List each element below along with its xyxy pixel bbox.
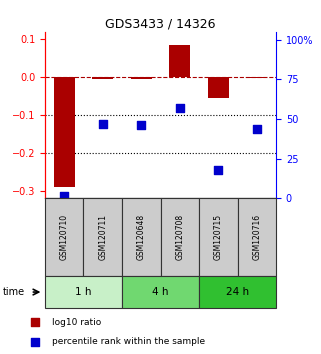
Bar [169, 45, 190, 77]
Point [32, 339, 37, 344]
Point [100, 121, 105, 127]
Text: 4 h: 4 h [152, 287, 169, 297]
Text: 24 h: 24 h [226, 287, 249, 297]
Point [32, 319, 37, 325]
Point [254, 126, 259, 131]
Title: GDS3433 / 14326: GDS3433 / 14326 [105, 18, 216, 31]
Text: GSM120710: GSM120710 [60, 214, 69, 260]
Text: GSM120708: GSM120708 [175, 214, 184, 260]
Text: log10 ratio: log10 ratio [52, 318, 101, 327]
Point [139, 122, 144, 128]
Point [177, 105, 182, 111]
Bar [246, 77, 267, 78]
Bar [83, 198, 122, 276]
Point [216, 167, 221, 172]
Bar [54, 77, 75, 187]
Text: GSM120711: GSM120711 [98, 214, 107, 260]
Bar [199, 198, 238, 276]
Bar [238, 198, 276, 276]
Text: 1 h: 1 h [75, 287, 92, 297]
Bar [45, 198, 83, 276]
Bar [199, 276, 276, 308]
Bar [122, 198, 160, 276]
Text: GSM120716: GSM120716 [252, 214, 261, 260]
Bar [160, 198, 199, 276]
Point [62, 193, 67, 199]
Bar [45, 276, 122, 308]
Bar [122, 276, 199, 308]
Bar [92, 77, 113, 79]
Text: GSM120648: GSM120648 [137, 214, 146, 260]
Bar [131, 77, 152, 79]
Text: GSM120715: GSM120715 [214, 214, 223, 260]
Bar [208, 77, 229, 98]
Text: percentile rank within the sample: percentile rank within the sample [52, 337, 205, 346]
Text: time: time [3, 287, 25, 297]
